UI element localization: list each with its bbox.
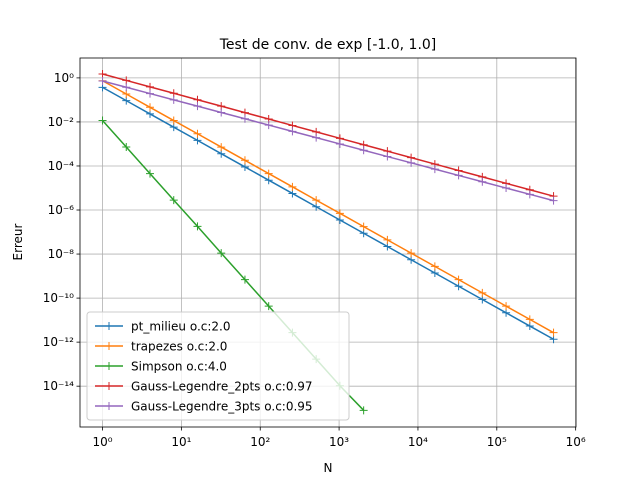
point-marker [264, 302, 273, 311]
point-marker [383, 152, 392, 161]
point-marker [312, 133, 321, 142]
series-line [102, 80, 554, 334]
series-line [102, 86, 554, 340]
point-marker [454, 275, 463, 284]
point-marker [146, 103, 155, 112]
point-marker [122, 143, 131, 152]
y-tick-label: 10⁻¹² [43, 335, 74, 349]
point-marker [454, 171, 463, 180]
y-tick-label: 10⁻⁸ [48, 247, 75, 261]
legend-label: Gauss-Legendre_2pts o.c:0.97 [131, 380, 313, 394]
point-marker [335, 139, 344, 148]
point-marker [122, 90, 131, 99]
point-marker [549, 196, 558, 205]
y-tick-label: 10⁻² [48, 115, 75, 129]
point-marker [98, 77, 107, 86]
point-marker [264, 121, 273, 130]
point-marker [193, 102, 202, 111]
point-marker [288, 127, 297, 136]
point-marker [312, 196, 321, 205]
point-marker [217, 143, 226, 152]
legend-label: Simpson o.c:4.0 [131, 360, 227, 374]
legend-box [86, 311, 350, 421]
point-marker [383, 235, 392, 244]
point-marker [240, 114, 249, 123]
axes-frame [79, 57, 577, 428]
point-marker [193, 222, 202, 231]
point-marker [335, 209, 344, 218]
y-axis-label: Erreur [11, 223, 25, 260]
legend-label: trapezes o.c:2.0 [131, 340, 227, 354]
point-marker [525, 315, 534, 324]
point-marker [359, 222, 368, 231]
point-marker [502, 184, 511, 193]
point-marker [359, 406, 368, 415]
y-tick-label: 10⁻⁴ [48, 159, 75, 173]
chart-title: Test de conv. de exp [-1.0, 1.0] [219, 37, 437, 53]
y-tick-label: 10⁻¹⁴ [43, 379, 74, 393]
point-marker [549, 328, 558, 337]
legend-label: pt_milieu o.c:2.0 [131, 320, 231, 334]
point-marker [359, 146, 368, 155]
y-tick-label: 10⁻¹⁰ [43, 291, 74, 305]
legend-marker [105, 342, 113, 350]
legend-marker [105, 402, 113, 410]
x-tick-label: 10¹ [171, 435, 191, 449]
point-marker [217, 108, 226, 117]
x-axis-label: N [324, 461, 333, 475]
legend: pt_milieu o.c:2.0 trapezes o.c:2.0 Simpson… [86, 311, 350, 421]
x-tick-label: 10⁴ [408, 435, 428, 449]
point-marker [407, 249, 416, 258]
point-marker [264, 169, 273, 178]
point-marker [478, 288, 487, 297]
point-marker [478, 177, 487, 186]
point-marker [525, 190, 534, 199]
point-marker [146, 169, 155, 178]
point-marker [169, 116, 178, 125]
x-tick-label: 10⁵ [487, 435, 507, 449]
legend-marker [105, 322, 113, 330]
point-marker [288, 182, 297, 191]
point-marker [98, 116, 107, 125]
point-marker [430, 165, 439, 174]
x-tick-label: 10⁶ [566, 435, 586, 449]
legend-marker [105, 362, 113, 370]
point-marker [146, 82, 155, 91]
legend-label: Gauss-Legendre_3pts o.c:0.95 [131, 400, 313, 414]
point-marker [502, 302, 511, 311]
point-marker [169, 95, 178, 104]
point-marker [240, 275, 249, 284]
x-tick-label: 10² [250, 435, 270, 449]
point-marker [217, 249, 226, 258]
y-tick-label: 10⁻⁶ [48, 203, 75, 217]
y-tick-label: 10⁰ [54, 71, 74, 85]
point-marker [122, 76, 131, 85]
legend-marker [105, 382, 113, 390]
point-marker [193, 129, 202, 138]
point-marker [240, 156, 249, 165]
x-tick-label: 10⁰ [92, 435, 112, 449]
point-marker [122, 83, 131, 92]
point-marker [430, 262, 439, 271]
point-marker [169, 196, 178, 205]
point-marker [407, 158, 416, 167]
x-tick-label: 10³ [329, 435, 349, 449]
point-marker [146, 89, 155, 98]
point-marker [98, 70, 107, 79]
series-line [102, 73, 554, 197]
series-line [102, 80, 554, 202]
